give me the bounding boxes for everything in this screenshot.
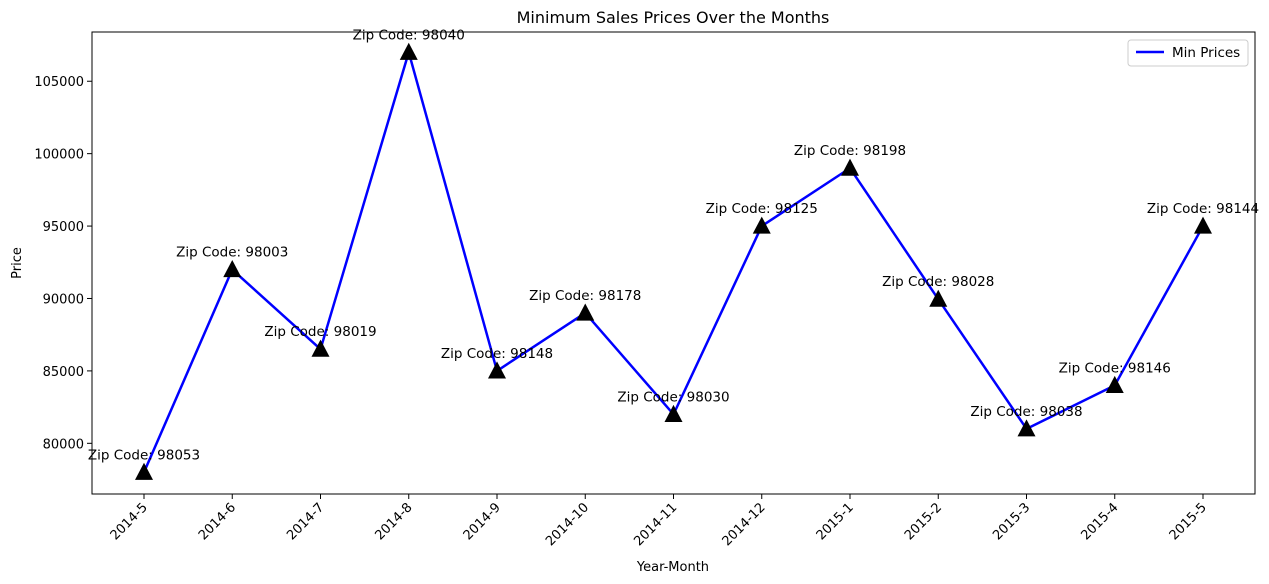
zip-code-annotation: Zip Code: 98125 (706, 201, 818, 217)
chart-title: Minimum Sales Prices Over the Months (517, 8, 830, 27)
data-point-marker (664, 404, 683, 422)
x-axis-title: Year-Month (636, 560, 709, 575)
axes-frame (91, 31, 1256, 495)
x-tick-label: 2014-12 (720, 500, 769, 549)
zip-code-annotation: Zip Code: 98198 (794, 143, 906, 159)
data-point-marker (1017, 419, 1036, 437)
data-point-marker (223, 260, 242, 278)
x-tick-label: 2014-6 (196, 500, 239, 543)
x-tick-label: 2015-4 (1078, 500, 1121, 543)
zip-code-annotation: Zip Code: 98053 (88, 447, 200, 463)
x-tick-label: 2015-2 (902, 500, 945, 543)
data-point-marker (752, 216, 771, 234)
x-tick-label: 2015-3 (990, 500, 1033, 543)
zip-code-annotation: Zip Code: 98148 (441, 346, 553, 362)
legend-box (1127, 39, 1249, 67)
y-axis-title: Price (10, 247, 25, 279)
data-point-marker (135, 462, 153, 480)
zip-code-annotation: Zip Code: 98038 (970, 404, 1082, 420)
data-point-marker (576, 303, 595, 321)
x-tick-label: 2014-9 (461, 500, 504, 543)
zip-code-annotation: Zip Code: 98144 (1147, 201, 1259, 217)
data-point-marker (929, 289, 948, 307)
y-tick-label: 95000 (43, 220, 84, 235)
data-point-marker (399, 42, 418, 60)
legend: Min Prices (1127, 39, 1249, 67)
y-tick-label: 105000 (34, 75, 84, 90)
zip-code-annotation: Zip Code: 98178 (529, 288, 641, 304)
x-tick-label: 2015-5 (1167, 500, 1210, 543)
data-point-marker (1105, 375, 1124, 393)
plot-area: 80000 85000 90000 95000 100000 105000 2014-5 20… (34, 27, 1259, 549)
legend-label-min-prices: Min Prices (1172, 45, 1240, 61)
data-point-marker (1194, 216, 1212, 234)
y-tick-label: 90000 (43, 292, 84, 307)
zip-code-annotation: Zip Code: 98003 (176, 245, 288, 261)
x-tick-label: 2015-1 (814, 500, 857, 543)
x-tick-label: 2014-7 (284, 500, 327, 543)
zip-code-annotation: Zip Code: 98028 (882, 274, 994, 290)
zip-code-annotation: Zip Code: 98146 (1059, 360, 1171, 376)
y-tick-label: 80000 (43, 437, 84, 452)
zip-code-annotation: Zip Code: 98030 (617, 389, 729, 405)
x-tick-label: 2014-10 (543, 500, 592, 549)
x-tick-label: 2014-11 (631, 500, 680, 549)
zip-code-annotation: Zip Code: 98040 (353, 27, 465, 43)
data-point-marker (841, 158, 859, 176)
data-point-marker (488, 361, 506, 379)
zip-code-annotation: Zip Code: 98019 (264, 324, 376, 340)
y-tick-label: 100000 (34, 148, 84, 163)
x-tick-label: 2014-5 (108, 500, 151, 543)
data-point-marker (311, 339, 330, 357)
x-tick-label: 2014-8 (372, 500, 415, 543)
y-tick-label: 85000 (43, 365, 84, 380)
